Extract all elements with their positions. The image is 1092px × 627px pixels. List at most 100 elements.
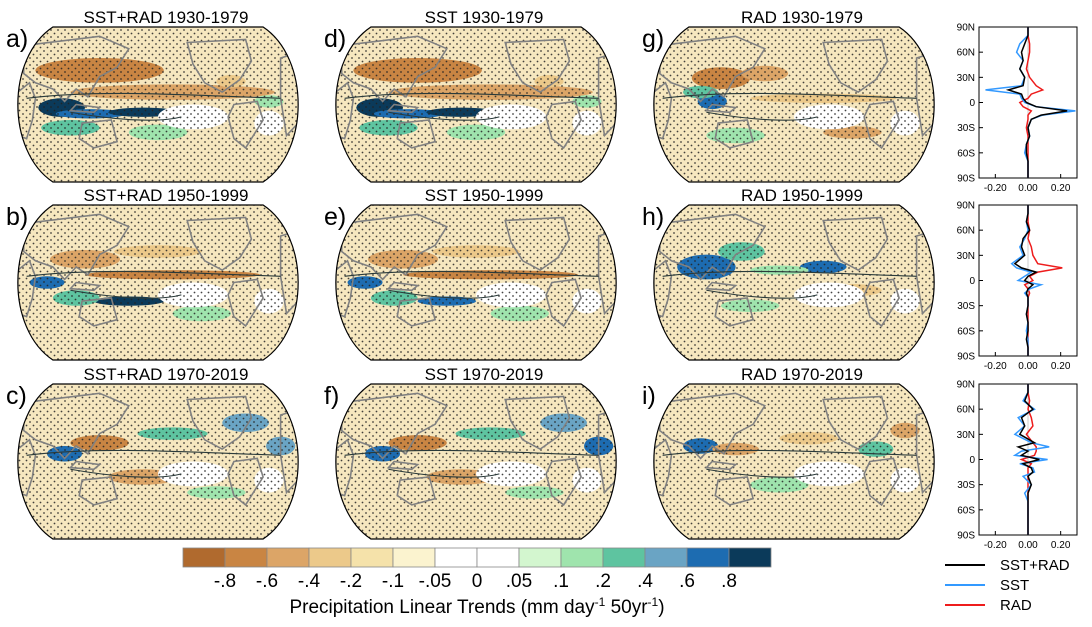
y-tick-label: 60N: [957, 48, 975, 59]
coastline: [17, 81, 37, 140]
y-tick-label: 90S: [957, 174, 975, 185]
zonal-profile-1950-1999: 90N 60N 30N 0 30S 60S 90S -0.20 0.00 0.20: [957, 201, 1078, 372]
coastline: [335, 259, 355, 318]
map-panel-6: RAD 1950-1999 h): [642, 186, 935, 361]
y-tick-label: 90S: [957, 531, 975, 542]
map-outline: [17, 383, 299, 540]
zonal-profile-1970-2019: 90N 60N 30N 0 30S 60S 90S -0.20 0.00 0.20: [957, 380, 1078, 551]
colorbar-swatch: [350, 547, 394, 568]
coastline: [22, 213, 130, 281]
y-tick-label: 90N: [957, 201, 975, 212]
map-panel-1: SST+RAD 1930-1979 a): [6, 8, 299, 183]
climatology-contour: [344, 92, 599, 121]
coastline: [396, 297, 437, 327]
colorbar-swatch: [308, 547, 352, 568]
coastline: [504, 216, 571, 272]
y-tick-label: 90N: [957, 23, 975, 34]
map-outline: [653, 26, 935, 183]
coastline: [22, 392, 130, 460]
series-line-SST+RAD: [1015, 384, 1040, 535]
x-tick-label: -0.20: [984, 183, 1007, 194]
x-tick-label: -0.20: [984, 361, 1007, 372]
x-tick-label: 0.20: [1051, 540, 1071, 551]
panel-label: g): [642, 25, 664, 53]
x-tick-label: 0.20: [1051, 361, 1071, 372]
stipple-overlay: [335, 27, 617, 182]
panel-title: RAD 1970-2019: [741, 365, 863, 384]
colorbar-swatch: [476, 547, 520, 568]
panel-title: RAD 1950-1999: [741, 186, 863, 205]
coastline: [386, 281, 420, 292]
colorbar-swatch: [182, 547, 226, 568]
colorbar-swatch: [392, 547, 436, 568]
colorbar-swatch: [266, 547, 310, 568]
coastline: [658, 213, 766, 281]
colorbar-tick-label: -.6: [256, 571, 278, 592]
legend-label: SST+RAD: [1000, 557, 1070, 574]
coastline: [17, 259, 37, 318]
coastline: [335, 438, 355, 497]
panel-title: SST 1950-1999: [425, 186, 544, 205]
climatology-contour: [662, 270, 917, 299]
stipple-overlay: [653, 205, 935, 360]
coastline: [186, 395, 253, 451]
coastline: [504, 395, 571, 451]
coastline: [653, 81, 673, 140]
colorbar-swatch: [434, 547, 478, 568]
stipple-overlay: [653, 384, 935, 539]
coastline: [653, 438, 673, 497]
y-tick-label: 60S: [957, 505, 975, 516]
colorbar-tick-label: -.2: [340, 571, 362, 592]
coastline: [68, 103, 102, 114]
series-line-SST+RAD: [1013, 205, 1039, 356]
map-outline: [17, 26, 299, 183]
coastline: [227, 100, 264, 150]
coastline: [340, 213, 448, 281]
legend-label: RAD: [1000, 597, 1032, 614]
map-panel-5: SST 1950-1999 e): [324, 186, 617, 361]
x-tick-label: -0.20: [984, 540, 1007, 551]
coastline: [863, 278, 900, 328]
coastline: [396, 119, 437, 149]
y-tick-label: 90N: [957, 380, 975, 391]
stipple-overlay: [335, 384, 617, 539]
coastline: [78, 297, 119, 327]
coastline: [78, 119, 119, 149]
map-panel-4: SST+RAD 1950-1999 b): [6, 186, 299, 361]
coastline: [340, 35, 448, 103]
coastline: [22, 35, 130, 103]
colorbar-tick-label: .1: [553, 571, 569, 592]
colorbar-tick-label: .4: [637, 571, 653, 592]
coastline: [68, 460, 102, 471]
y-tick-label: 60N: [957, 405, 975, 416]
colorbar-swatch: [644, 547, 688, 568]
y-tick-label: 30N: [957, 251, 975, 262]
y-tick-label: 30N: [957, 430, 975, 441]
zonal-profile-1930-1979: 90N 60N 30N 0 30S 60S 90S -0.20 0.00 0.20: [957, 23, 1078, 194]
climatology-contour: [344, 270, 599, 299]
y-tick-label: 30S: [957, 480, 975, 491]
panel-title: RAD 1930-1979: [741, 8, 863, 27]
stipple-overlay: [653, 27, 935, 182]
colorbar-swatch: [728, 547, 772, 568]
legend: SST+RAD SST RAD: [945, 557, 1070, 614]
coastline: [822, 216, 889, 272]
map-outline: [335, 383, 617, 540]
panel-label: e): [324, 203, 346, 231]
panel-label: b): [6, 203, 28, 231]
coastline: [822, 38, 889, 94]
x-tick-label: 0.00: [1018, 183, 1038, 194]
panel-label: c): [6, 382, 27, 410]
panel-label: a): [6, 25, 28, 53]
climatology-contour: [26, 270, 281, 299]
coastline: [658, 392, 766, 460]
map-panel-2: SST 1930-1979 d): [324, 8, 617, 183]
map-panel-8: SST 1970-2019 f): [324, 365, 617, 540]
series-line-RAD: [1018, 27, 1045, 178]
stipple-overlay: [17, 384, 299, 539]
coastline: [186, 216, 253, 272]
panel-title: SST+RAD 1930-1979: [84, 8, 249, 27]
panel-label: h): [642, 203, 664, 231]
panel-label: d): [324, 25, 346, 53]
colorbar: -.8 -.6 -.4 -.2 -.1 -.05 0 .05 .1 .2 .4 .6 .8 Precipi…: [182, 547, 772, 618]
